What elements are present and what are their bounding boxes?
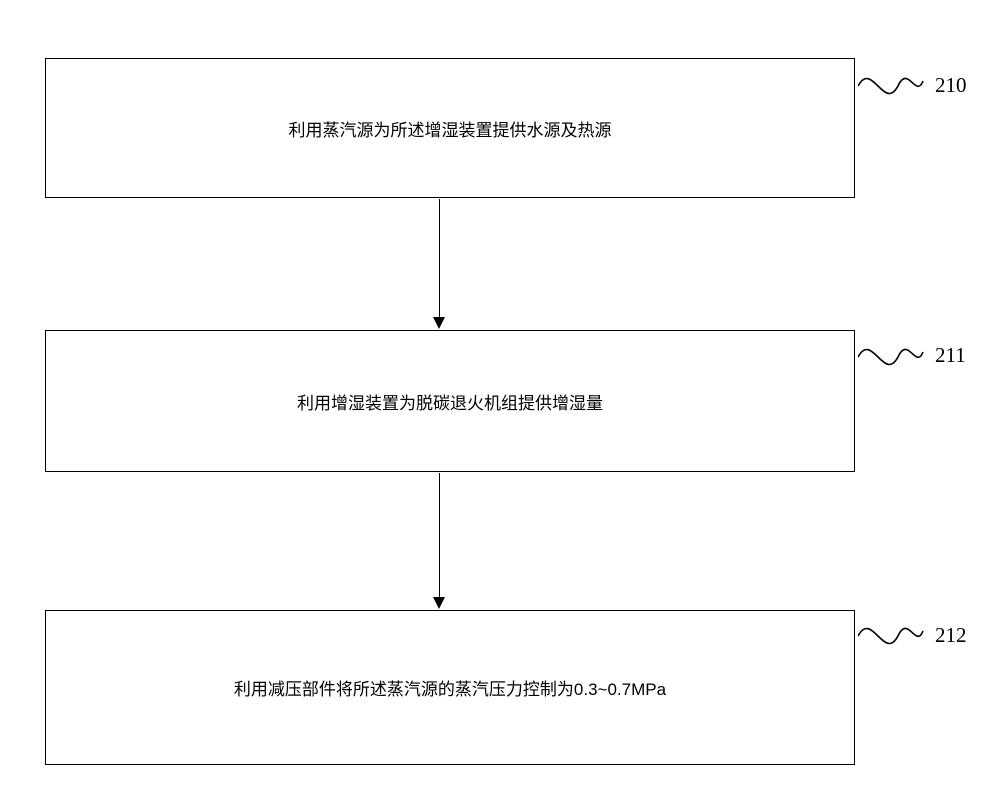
step-box-211: 利用增湿装置为脱碳退火机组提供增湿量 (45, 330, 855, 472)
step-label-211: 211 (935, 343, 966, 368)
step-box-210: 利用蒸汽源为所述增湿装置提供水源及热源 (45, 58, 855, 198)
arrow-line-1 (439, 199, 440, 317)
leader-curve-211 (858, 337, 928, 392)
leader-curve-212 (858, 616, 928, 671)
leader-curve-210 (858, 66, 928, 121)
flowchart-canvas: 利用蒸汽源为所述增湿装置提供水源及热源 210 利用增湿装置为脱碳退火机组提供增… (0, 0, 1000, 807)
step-box-212: 利用减压部件将所述蒸汽源的蒸汽压力控制为0.3~0.7MPa (45, 610, 855, 765)
arrow-head-1 (433, 317, 445, 329)
step-label-212: 212 (935, 623, 967, 648)
step-text: 利用减压部件将所述蒸汽源的蒸汽压力控制为0.3~0.7MPa (224, 671, 676, 704)
step-label-210: 210 (935, 73, 967, 98)
step-text: 利用增湿装置为脱碳退火机组提供增湿量 (287, 385, 613, 418)
arrow-line-2 (439, 473, 440, 597)
arrow-head-2 (433, 597, 445, 609)
step-text: 利用蒸汽源为所述增湿装置提供水源及热源 (279, 112, 622, 145)
